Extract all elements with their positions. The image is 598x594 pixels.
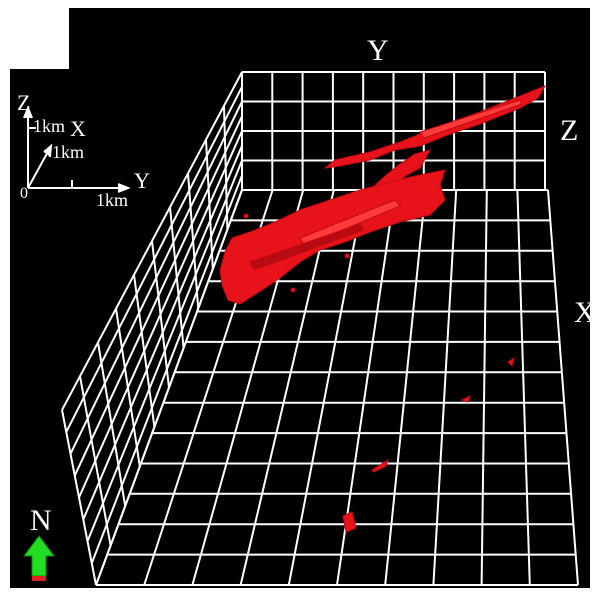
left-grid-line-v xyxy=(97,342,127,507)
scale-x-length: 1km xyxy=(52,142,84,162)
scale-bar xyxy=(23,105,131,193)
anomaly-dot-3 xyxy=(344,253,350,259)
anomaly-dot-2 xyxy=(290,287,296,293)
left-grid-line-v xyxy=(205,139,214,270)
left-grid-line-v xyxy=(151,240,170,388)
anomaly-fragment-3 xyxy=(371,458,389,473)
left-grid-line-v xyxy=(223,105,229,230)
scale-y-label: Y xyxy=(134,168,150,193)
left-grid-line-v xyxy=(115,308,141,467)
floor-grid-line-u xyxy=(384,189,427,586)
floor-grid-line-u xyxy=(432,189,458,586)
scale-x-axis xyxy=(27,147,51,189)
floor-grid-line-u xyxy=(480,189,488,586)
floor-grid-line-u xyxy=(95,189,243,586)
scale-z-length: 1km xyxy=(33,116,65,136)
scale-x-arrowhead xyxy=(43,143,53,158)
floor-grid-line-u xyxy=(239,189,335,586)
axis-label-y-top: Y xyxy=(367,34,389,67)
floor-grid-line-u xyxy=(547,189,579,586)
anomaly-fragment-1 xyxy=(460,395,471,403)
scale-z-arrowhead xyxy=(23,105,33,119)
left-grid-line-v xyxy=(79,376,112,546)
label-corner xyxy=(9,7,69,69)
scale-y-arrowhead xyxy=(117,183,131,193)
north-arrow-icon xyxy=(23,535,55,581)
left-grid-line-v xyxy=(169,207,185,349)
axis-label-x-right: X xyxy=(574,296,596,329)
scale-z-label: Z xyxy=(17,90,30,115)
left-grid-line-v xyxy=(133,274,156,428)
north-label: N xyxy=(30,504,52,537)
anomaly-body xyxy=(219,84,547,533)
left-grid-line-v xyxy=(187,173,200,309)
anomaly-fragment-4 xyxy=(342,511,357,533)
scale-origin: 0 xyxy=(20,185,28,202)
anomaly-fragment-2 xyxy=(507,356,515,367)
axis-label-z-right: Z xyxy=(560,114,578,147)
scale-y-length: 1km xyxy=(96,190,128,210)
anomaly-streak-2 xyxy=(249,223,365,271)
left-grid-line-v xyxy=(61,409,97,586)
scale-x-label: X xyxy=(70,116,86,141)
floor-grid xyxy=(95,189,579,586)
background xyxy=(10,8,590,588)
floor-grid-line-u xyxy=(287,189,366,586)
anomaly-streak-3 xyxy=(419,99,523,139)
anomaly-dot-1 xyxy=(243,213,249,219)
floor-grid-line-u xyxy=(516,189,531,586)
